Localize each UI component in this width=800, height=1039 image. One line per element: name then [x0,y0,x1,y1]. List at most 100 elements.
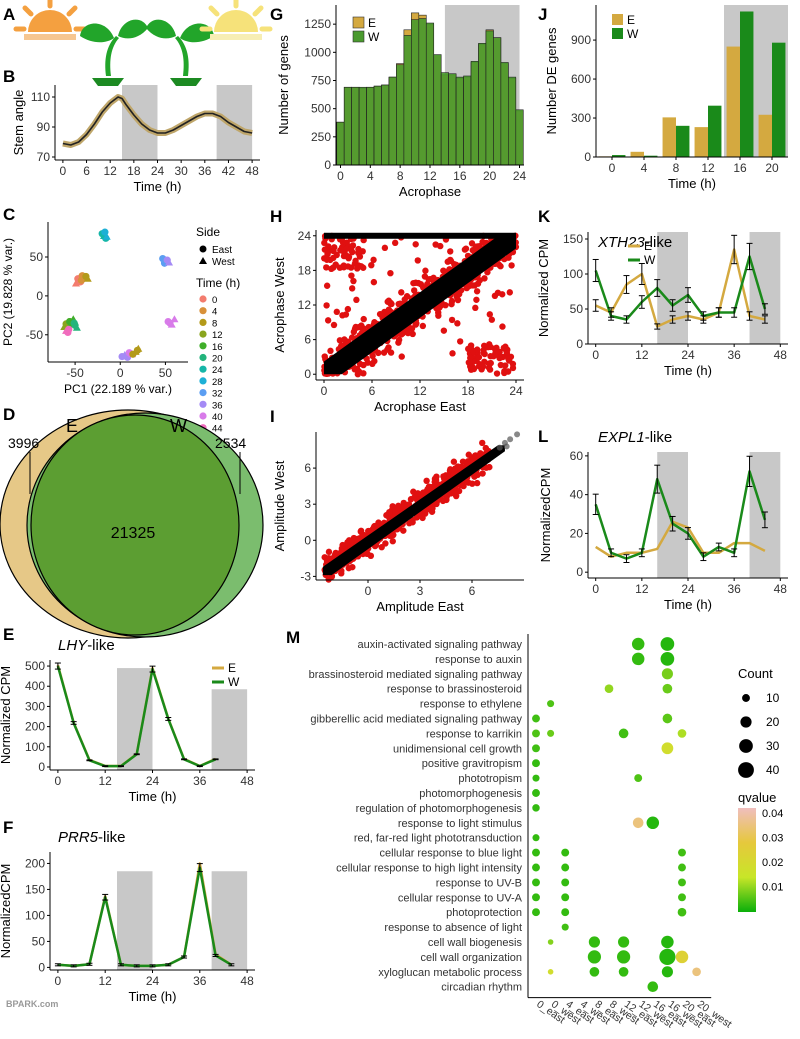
go-enrichment-dot [532,893,540,902]
panel-letter-d: D [3,405,15,424]
x-tick-label: 30 [174,164,188,178]
acrophase-point-divergent [472,243,480,250]
x-tick-label: 24 [681,348,695,362]
acrophase-point-divergent [369,360,376,368]
go-enrichment-dot [616,950,631,964]
gene-name: LHY [58,637,88,654]
x-tick-label: 6 [469,584,476,598]
acrophase-point-divergent [444,258,451,265]
legend-q-label: 0.01 [762,882,783,894]
gene-title: XTH23-like [597,234,672,251]
y-tick-label: 250 [311,130,331,144]
east-bar [726,46,740,158]
go-enrichment-dot [677,907,687,917]
acrophase-point-divergent [422,267,429,274]
venn-label-east: E [66,416,78,436]
go-term-label: response to light stimulus [398,818,523,830]
x-tick-label: 18 [461,384,475,398]
legend-time-label: 36 [212,400,223,411]
amplitude-point-divergent [354,535,361,543]
acrophase-point-wrap [466,358,474,366]
west-bar [612,155,626,157]
legend-east-swatch [612,14,623,25]
panel-b-stem-angle-chart: 0 6 12 18 24 30 36 42 48 70 90 110 Time (h) Stem angl… [11,85,260,194]
legend-time-swatch [199,318,207,326]
go-enrichment-dot [661,966,673,978]
acrophase-point-divergent [448,297,456,305]
x-tick-label: 6 [83,164,90,178]
x-tick-label: 0 [60,164,67,178]
x-tick-label: 20 [483,169,497,183]
acrophase-point-divergent [474,280,482,287]
y-tick-label: 24 [298,229,312,243]
go-enrichment-dot [660,652,675,666]
x-tick-label: 24 [681,582,695,596]
y-tick-label: 50 [30,250,44,264]
acrophase-point-divergent [391,239,399,247]
legend-side-title: Side [196,225,220,239]
legend-time-swatch [199,377,207,385]
acrophase-point-wrap [330,254,337,262]
amplitude-point-divergent [325,548,333,556]
x-axis-label: Acrophase [399,184,461,199]
east-bar [662,117,676,157]
x-axis-label: Acrophase East [374,399,466,414]
gene-title: LHY-like [58,637,115,654]
legend-time-label: 20 [212,354,223,365]
x-axis-label: Time (h) [664,597,712,612]
acrophase-point-divergent [469,282,476,289]
amplitude-point-divergent [459,458,467,465]
acrophase-point-wrap [487,343,494,351]
legend-count-dot [738,762,754,778]
west-bar [433,54,442,166]
acrophase-point-divergent [404,326,411,333]
y-axis-label: Normalized CPM [0,666,13,764]
pca-point-west [165,258,174,266]
go-enrichment-dot [561,893,570,902]
y-axis-label: PC2 (19.828 % var.) [1,238,15,346]
amplitude-point-divergent [479,439,486,447]
acrophase-point-divergent [494,289,502,296]
y-tick-label: 200 [25,720,45,734]
go-enrichment-dot [661,668,673,680]
y-tick-label: 40 [570,488,584,502]
amplitude-point-divergent [419,514,426,522]
go-enrichment-dot [561,923,569,931]
go-enrichment-dot [661,935,674,949]
go-enrichment-dot [561,878,570,887]
amplitude-point-high [503,443,510,450]
acrophase-point-divergent [348,334,356,341]
x-tick-label: 36 [727,582,741,596]
acrophase-point-wrap [470,365,478,373]
acrophase-point-divergent [430,274,437,282]
x-tick-label: 36 [193,974,207,988]
west-bar [708,105,722,157]
go-enrichment-dot [632,817,644,829]
night-shade [749,232,781,344]
acrophase-point-divergent [360,315,367,323]
legend-time-swatch [199,307,207,315]
acrophase-point-wrap [345,255,352,262]
legend-east-swatch [352,16,365,29]
y-tick-label: 150 [25,882,45,896]
acrophase-point-wrap [505,355,512,363]
x-tick-label: 4 [367,169,374,183]
amplitude-point-divergent [382,540,389,547]
acrophase-point-wrap [330,247,337,255]
amplitude-point-divergent [473,479,481,487]
panel-letter-b: B [3,67,15,86]
acrophase-point-divergent [398,289,405,296]
legend-count-title: Count [738,666,773,681]
amplitude-point-divergent [357,527,365,535]
legend-time-swatch [199,353,207,362]
acrophase-point-divergent [384,308,391,315]
legend-time-label: 16 [212,342,223,353]
go-enrichment-dot [561,908,570,917]
west-bar [425,22,435,166]
acrophase-point-divergent [479,238,486,246]
x-tick-label: 18 [127,164,141,178]
acrophase-point-divergent [412,241,419,248]
night-shade [211,689,248,770]
x-tick-label: 16 [733,161,747,175]
west-bar [455,76,464,166]
